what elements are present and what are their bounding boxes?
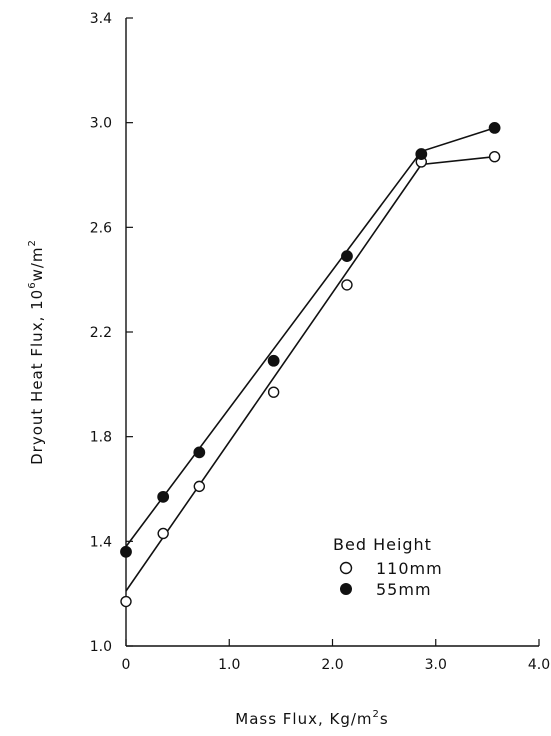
data-point-55mm	[415, 148, 428, 160]
y-axis-title: Dryout Heat Flux, 106w/m2	[27, 239, 46, 465]
y-tick-label: 3.0	[90, 116, 112, 132]
data-point-110mm	[488, 150, 501, 163]
legend-label-55mm: 55mm	[376, 580, 432, 599]
x-tick-label: 1.0	[218, 657, 240, 673]
x-axis-title: Mass Flux, Kg/m2s	[235, 709, 388, 728]
y-tick-label: 1.0	[90, 639, 112, 655]
data-point-55mm	[267, 354, 280, 367]
data-points	[120, 122, 501, 608]
data-point-55mm	[157, 490, 170, 503]
series-line-55mm	[125, 127, 495, 548]
legend-marker-filled	[340, 583, 352, 595]
data-point-55mm	[193, 446, 206, 459]
x-tick-label: 4.0	[528, 657, 550, 673]
x-tick-label: 3.0	[425, 657, 447, 673]
legend-label-110mm: 110mm	[376, 559, 443, 578]
y-tick-label: 1.8	[90, 430, 112, 446]
axis-ticks: 0 1.0 2.0 3.0 4.0 1.0 1.4 1.8 2.2 2.6 3.0 3.4	[90, 11, 550, 673]
data-point-55mm	[341, 250, 353, 263]
x-tick-label: 2.0	[321, 657, 343, 673]
y-tick-label: 1.4	[90, 534, 112, 550]
legend-marker-open	[339, 561, 353, 575]
data-point-110mm	[193, 480, 206, 493]
series-lines	[125, 127, 495, 592]
series-line-110mm	[125, 155, 495, 592]
data-point-110mm	[157, 527, 169, 540]
y-tick-label: 3.4	[90, 11, 112, 27]
data-point-110mm	[120, 595, 132, 608]
legend: Bed Height 110mm 55mm	[333, 535, 443, 599]
data-point-110mm	[267, 386, 280, 398]
y-tick-label: 2.6	[90, 220, 112, 236]
legend-title: Bed Height	[333, 535, 432, 554]
data-point-110mm	[341, 279, 353, 291]
data-point-55mm	[120, 545, 132, 558]
data-point-55mm	[488, 122, 501, 134]
y-tick-label: 2.2	[90, 325, 112, 341]
x-tick-label: 0	[122, 657, 131, 673]
